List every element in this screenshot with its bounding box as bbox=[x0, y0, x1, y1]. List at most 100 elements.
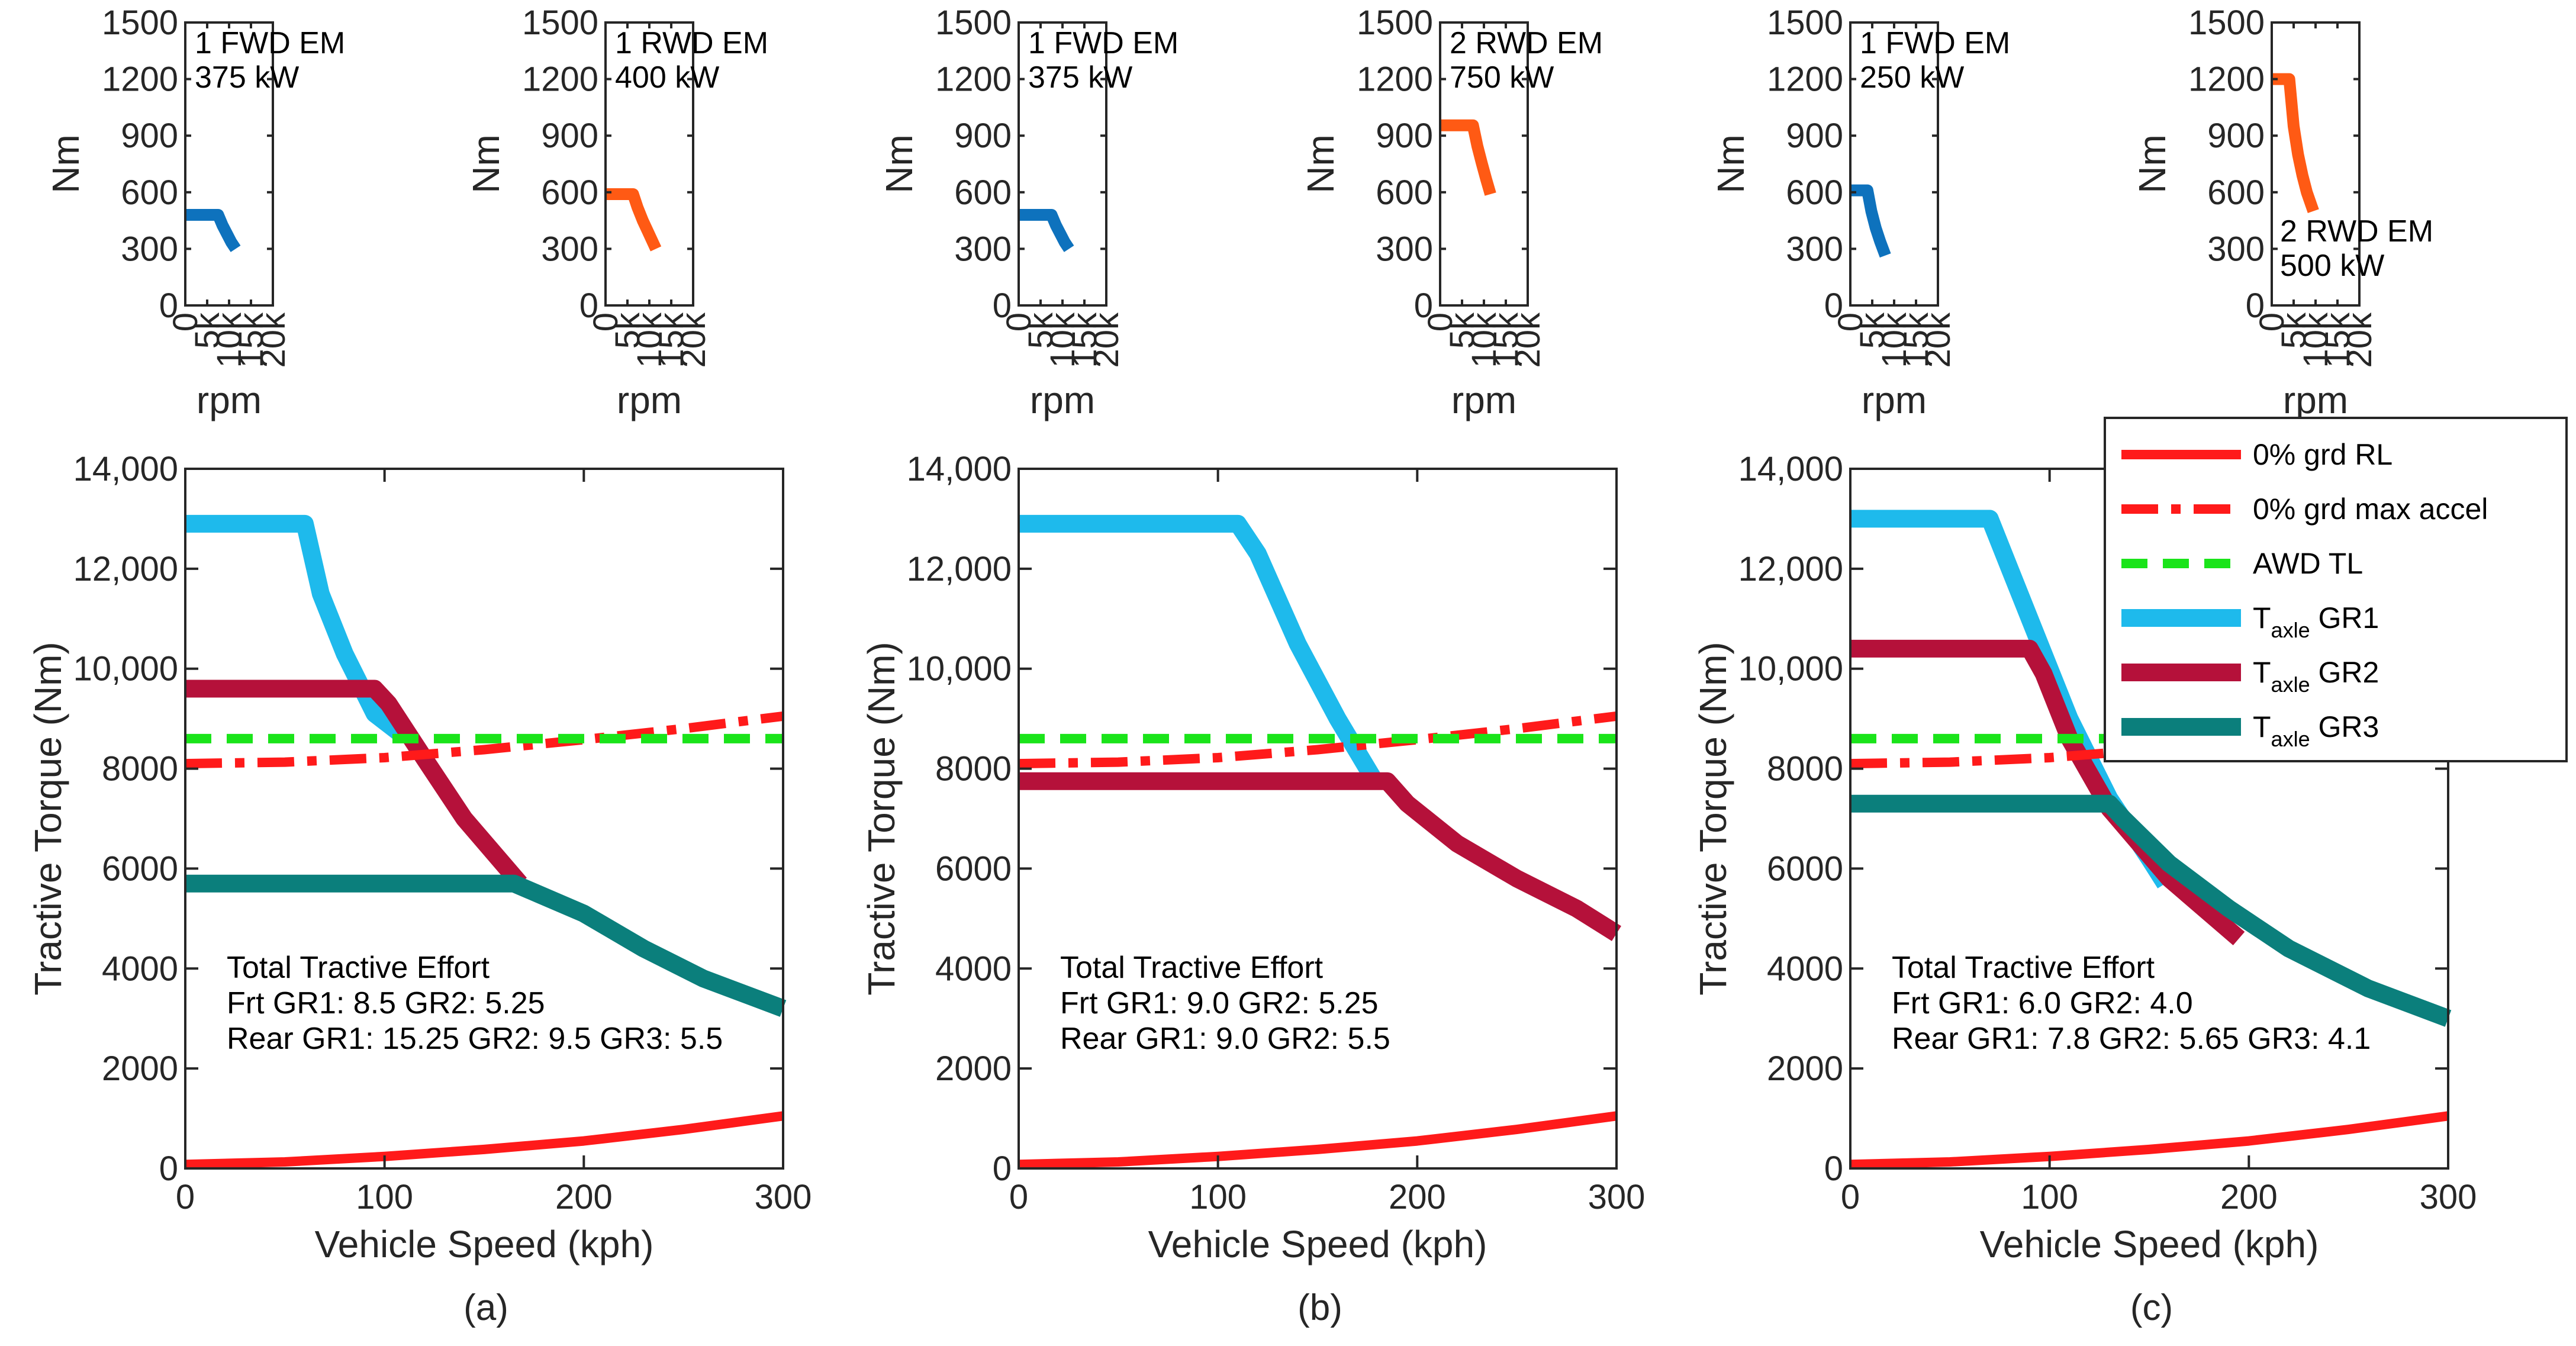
x-axis-label: rpm bbox=[2283, 379, 2348, 421]
x-tick-label: 300 bbox=[2420, 1178, 2477, 1216]
panel-label-c: (c) bbox=[2130, 1287, 2173, 1328]
series-line-t-axle-gr1 bbox=[185, 514, 406, 741]
x-tick-label: 0 bbox=[166, 313, 205, 331]
y-tick-label: 600 bbox=[954, 173, 1012, 212]
y-tick-label: 300 bbox=[541, 230, 598, 268]
x-tick-label: 10k bbox=[630, 312, 669, 368]
y-tick-label: 0 bbox=[993, 1149, 1012, 1188]
x-axis-label: Vehicle Speed (kph) bbox=[315, 1223, 654, 1266]
x-axis-label: rpm bbox=[617, 379, 682, 421]
y-tick-label: 4000 bbox=[935, 949, 1012, 988]
x-tick-label: 100 bbox=[356, 1178, 413, 1216]
y-tick-label: 10,000 bbox=[73, 650, 178, 688]
legend-box bbox=[2104, 417, 2568, 762]
y-tick-label: 2000 bbox=[102, 1049, 178, 1088]
y-tick-label: 8000 bbox=[935, 750, 1012, 788]
y-tick-label: 12,000 bbox=[907, 550, 1012, 588]
series-line-0-grd-rl bbox=[1018, 1111, 1618, 1170]
y-tick-label: 1500 bbox=[935, 4, 1012, 42]
x-tick-label: 5k bbox=[1853, 312, 1892, 349]
legend-label-gr2: Taxle GR2 bbox=[2253, 656, 2379, 697]
y-tick-label: 1200 bbox=[1767, 60, 1843, 99]
chart-b-main: 0 2000 4000 6000 8000 10,000 12,000 14,000 0 100 2… bbox=[860, 450, 1645, 1266]
x-tick-label: 0 bbox=[2253, 313, 2291, 331]
y-tick-label: 0 bbox=[1824, 1149, 1843, 1188]
chart-annotation-line: Frt GR1: 6.0 GR2: 4.0 bbox=[1892, 986, 2193, 1020]
x-tick-label: 20k bbox=[1087, 312, 1126, 368]
x-axis-label: Vehicle Speed (kph) bbox=[1980, 1223, 2319, 1266]
x-tick-label: 5k bbox=[1443, 312, 1482, 349]
x-tick-label: 0 bbox=[176, 1178, 195, 1216]
x-tick-label: 15k bbox=[2319, 312, 2357, 368]
legend: 0% grd RL 0% grd max accel AWD TL Taxle GR1… bbox=[2104, 417, 2568, 762]
y-tick-label: 600 bbox=[1786, 173, 1843, 212]
x-axis-label: Vehicle Speed (kph) bbox=[1148, 1223, 1487, 1266]
axes-box bbox=[184, 468, 784, 1170]
series-line-t-axle-gr3 bbox=[185, 874, 787, 1017]
y-tick-label: 1200 bbox=[935, 60, 1012, 99]
x-tick-label: 15k bbox=[1897, 312, 1936, 368]
y-tick-label: 2000 bbox=[935, 1049, 1012, 1088]
legend-label-subscript: axle bbox=[2271, 618, 2310, 642]
y-tick-label: 1200 bbox=[2188, 60, 2265, 99]
x-axis-label: rpm bbox=[1030, 379, 1095, 421]
x-tick-label: 20k bbox=[674, 312, 713, 368]
series-line-t-axle-gr3 bbox=[1850, 794, 2452, 1027]
legend-label-gr1: Taxle GR1 bbox=[2253, 601, 2379, 642]
legend-label-main: T bbox=[2253, 710, 2271, 743]
y-axis-label: Nm bbox=[878, 134, 920, 194]
y-axis-label: Nm bbox=[2131, 134, 2174, 194]
x-tick-label: 10k bbox=[2297, 312, 2335, 368]
y-tick-label: 600 bbox=[541, 173, 598, 212]
series-line-t-axle-gr2 bbox=[185, 680, 527, 890]
y-tick-label: 0 bbox=[1414, 286, 1433, 325]
y-tick-label: 300 bbox=[954, 230, 1012, 268]
legend-label-suffix: GR3 bbox=[2310, 710, 2379, 743]
x-tick-label: 200 bbox=[2220, 1178, 2278, 1216]
y-tick-label: 600 bbox=[2207, 173, 2265, 212]
x-tick-label: 5k bbox=[188, 312, 227, 349]
y-tick-label: 10,000 bbox=[907, 650, 1012, 688]
y-tick-label: 8000 bbox=[102, 750, 178, 788]
series-line-t-axle-gr1 bbox=[1019, 514, 1382, 784]
y-axis-label: Tractive Torque (Nm) bbox=[860, 642, 903, 995]
legend-label-rl: 0% grd RL bbox=[2253, 438, 2393, 471]
y-tick-label: 14,000 bbox=[1738, 450, 1843, 488]
x-tick-label: 10k bbox=[210, 312, 249, 368]
series-line-fwd-em bbox=[1850, 184, 1891, 258]
legend-label-subscript: axle bbox=[2271, 727, 2310, 751]
chart-annotation-line: 400 kW bbox=[615, 60, 719, 95]
y-axis-label: Tractive Torque (Nm) bbox=[1692, 642, 1734, 995]
y-tick-label: 1200 bbox=[102, 60, 178, 99]
chart-annotation-line: Rear GR1: 7.8 GR2: 5.65 GR3: 4.1 bbox=[1892, 1022, 2371, 1056]
x-tick-label: 0 bbox=[1421, 313, 1460, 331]
chart-annotation-line: 375 kW bbox=[195, 60, 299, 95]
y-tick-label: 8000 bbox=[1767, 750, 1843, 788]
y-tick-label: 900 bbox=[954, 117, 1012, 155]
chart-annotation-line: 1 FWD EM bbox=[1860, 26, 2010, 60]
legend-label-main: T bbox=[2253, 601, 2271, 635]
y-tick-label: 12,000 bbox=[73, 550, 178, 588]
y-tick-label: 1200 bbox=[1357, 60, 1433, 99]
legend-label-accel: 0% grd max accel bbox=[2253, 492, 2488, 526]
series-line-t-axle-gr2 bbox=[1019, 772, 1621, 941]
x-tick-label: 15k bbox=[1065, 312, 1104, 368]
chart-annotation-line: Total Tractive Effort bbox=[227, 951, 490, 985]
y-axis-label: Nm bbox=[1299, 134, 1342, 194]
x-tick-label: 300 bbox=[1588, 1178, 1646, 1216]
y-tick-label: 1500 bbox=[522, 4, 598, 42]
legend-label-gr3: Taxle GR3 bbox=[2253, 710, 2379, 751]
series-line-fwd-em bbox=[185, 209, 241, 252]
chart-annotation-line: 1 FWD EM bbox=[195, 26, 345, 60]
panel-label-a: (a) bbox=[463, 1287, 508, 1328]
y-axis-label: Nm bbox=[1709, 134, 1752, 194]
x-tick-label: 0 bbox=[1831, 313, 1870, 331]
y-tick-label: 900 bbox=[1376, 117, 1433, 155]
x-tick-label: 15k bbox=[1487, 312, 1525, 368]
